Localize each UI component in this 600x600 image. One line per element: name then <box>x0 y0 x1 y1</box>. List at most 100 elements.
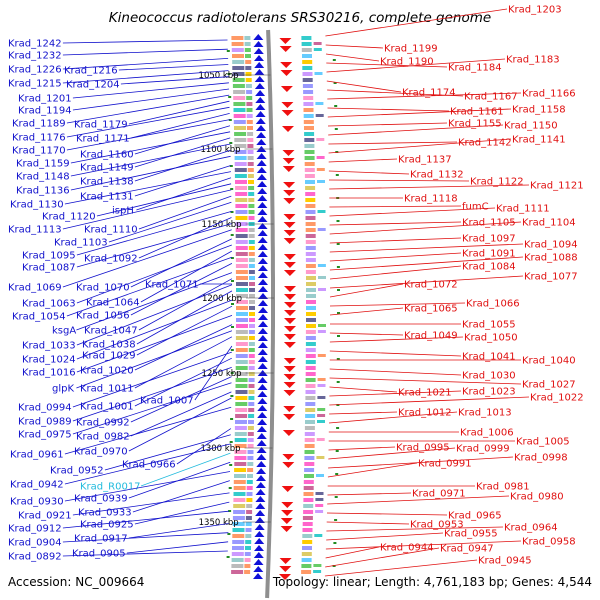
gene-label[interactable]: Krad_1170 <box>12 146 66 157</box>
gene-label[interactable]: Krad_0953 <box>410 520 464 531</box>
gene-label[interactable]: Krad_0892 <box>8 552 62 563</box>
gene-label[interactable]: Krad_1232 <box>8 51 62 62</box>
gene-label[interactable]: Krad_1095 <box>22 251 76 262</box>
gene-label[interactable]: Krad_1138 <box>80 177 134 188</box>
gene-label[interactable]: Krad_1072 <box>404 280 458 291</box>
gene-label[interactable]: Krad_0999 <box>456 444 510 455</box>
gene-label[interactable]: Krad_0944 <box>380 543 434 554</box>
gene-label[interactable]: Krad_1201 <box>18 94 72 105</box>
gene-label[interactable]: Krad_0947 <box>440 544 494 555</box>
gene-label[interactable]: Krad_1137 <box>398 155 452 166</box>
gene-label[interactable]: ispH <box>112 206 134 217</box>
gene-label[interactable]: Krad_0912 <box>8 524 62 535</box>
gene-label[interactable]: Krad_1159 <box>16 159 70 170</box>
gene-label[interactable]: Krad_1148 <box>16 172 70 183</box>
gene-label[interactable]: Krad_0989 <box>18 417 72 428</box>
gene-label[interactable]: Krad_0905 <box>72 549 126 560</box>
gene-label[interactable]: Krad_0998 <box>514 453 568 464</box>
gene-label[interactable]: Krad_1041 <box>462 352 516 363</box>
gene-label[interactable]: Krad_1104 <box>522 218 576 229</box>
gene-label[interactable]: Krad_1033 <box>22 341 76 352</box>
gene-label[interactable]: Krad_1130 <box>10 200 64 211</box>
gene-label[interactable]: Krad_1111 <box>496 204 550 215</box>
gene-label[interactable]: Krad_0921 <box>18 511 72 522</box>
gene-label[interactable]: Krad_1113 <box>8 225 62 236</box>
gene-label[interactable]: Krad_1094 <box>524 240 578 251</box>
gene-label[interactable]: Krad_1023 <box>462 387 516 398</box>
gene-label[interactable]: Krad_1038 <box>82 340 136 351</box>
gene-label[interactable]: Krad_0981 <box>476 482 530 493</box>
gene-label[interactable]: Krad_0995 <box>396 443 450 454</box>
gene-label[interactable]: Krad_1160 <box>80 150 134 161</box>
gene-label[interactable]: Krad_1174 <box>402 88 456 99</box>
gene-label[interactable]: Krad_1006 <box>460 428 514 439</box>
gene-label[interactable]: Krad_1063 <box>22 299 76 310</box>
gene-label[interactable]: Krad_0930 <box>10 497 64 508</box>
rna-gene-label[interactable]: Krad_R0017 <box>80 482 141 493</box>
gene-label[interactable]: Krad_1158 <box>512 105 566 116</box>
gene-label[interactable]: Krad_1054 <box>12 312 66 323</box>
gene-label[interactable]: Krad_1055 <box>462 320 516 331</box>
gene-label[interactable]: Krad_1120 <box>42 212 96 223</box>
gene-label[interactable]: Krad_1161 <box>450 107 504 118</box>
gene-label[interactable]: Krad_1132 <box>410 170 464 181</box>
gene-label[interactable]: Krad_1183 <box>506 55 560 66</box>
gene-label[interactable]: Krad_1215 <box>8 79 62 90</box>
gene-label[interactable]: Krad_0991 <box>418 459 472 470</box>
gene-label[interactable]: Krad_0939 <box>74 494 128 505</box>
gene-label[interactable]: Krad_1142 <box>458 138 512 149</box>
gene-label[interactable]: Krad_1016 <box>22 368 76 379</box>
gene-label[interactable]: Krad_1179 <box>74 120 128 131</box>
gene-label[interactable]: Krad_0945 <box>478 556 532 567</box>
gene-label[interactable]: Krad_1022 <box>530 393 584 404</box>
gene-label[interactable]: Krad_1029 <box>82 351 136 362</box>
gene-label[interactable]: Krad_1024 <box>22 355 76 366</box>
gene-label[interactable]: Krad_1065 <box>404 304 458 315</box>
gene-label[interactable]: Krad_1084 <box>462 262 516 273</box>
gene-label[interactable]: Krad_1005 <box>516 437 570 448</box>
gene-label[interactable]: Krad_1204 <box>66 80 120 91</box>
gene-label[interactable]: Krad_0961 <box>10 450 64 461</box>
gene-label[interactable]: Krad_0965 <box>448 511 502 522</box>
gene-label[interactable]: Krad_1166 <box>522 89 576 100</box>
gene-label[interactable]: Krad_1184 <box>448 63 502 74</box>
gene-label[interactable]: Krad_1149 <box>80 163 134 174</box>
gene-label[interactable]: Krad_1007 <box>140 396 194 407</box>
gene-label[interactable]: Krad_0917 <box>74 534 128 545</box>
gene-label[interactable]: Krad_0904 <box>8 538 62 549</box>
gene-label[interactable]: Krad_0964 <box>504 523 558 534</box>
right-gene-labels[interactable]: Krad_1203 Krad_1199 Krad_1190 Krad_1184 Krad… <box>324 5 584 577</box>
gene-label[interactable]: Krad_1066 <box>466 299 520 310</box>
gene-label[interactable]: Krad_1103 <box>54 238 108 249</box>
gene-label[interactable]: Krad_1088 <box>524 253 578 264</box>
gene-label[interactable]: Krad_1226 <box>8 65 62 76</box>
gene-label[interactable]: Krad_0975 <box>18 430 72 441</box>
gene-label[interactable]: Krad_1012 <box>398 408 452 419</box>
gene-label[interactable]: Krad_0958 <box>522 537 576 548</box>
gene-label[interactable]: Krad_0970 <box>74 447 128 458</box>
gene-label[interactable]: Krad_1050 <box>464 333 518 344</box>
gene-label[interactable]: Krad_1171 <box>76 134 130 145</box>
gene-label[interactable]: Krad_1122 <box>470 177 524 188</box>
gene-label[interactable]: Krad_0966 <box>122 460 176 471</box>
gene-label[interactable]: Krad_1091 <box>462 249 516 260</box>
gene-label[interactable]: Krad_1049 <box>404 331 458 342</box>
gene-label[interactable]: Krad_1118 <box>404 194 458 205</box>
gene-label[interactable]: Krad_1070 <box>76 283 130 294</box>
gene-label[interactable]: Krad_1150 <box>504 121 558 132</box>
gene-label[interactable]: Krad_1001 <box>80 402 134 413</box>
gene-label[interactable]: Krad_1136 <box>16 186 70 197</box>
gene-label[interactable]: Krad_0933 <box>78 508 132 519</box>
gene-label[interactable]: Krad_1176 <box>12 133 66 144</box>
gene-label[interactable]: Krad_1105 <box>462 218 516 229</box>
gene-label[interactable]: Krad_1242 <box>8 39 62 50</box>
gene-label[interactable]: ksgA <box>52 326 76 337</box>
gene-label[interactable]: Krad_1047 <box>84 326 138 337</box>
gene-label[interactable]: Krad_1203 <box>508 5 562 16</box>
gene-label[interactable]: Krad_0955 <box>444 529 498 540</box>
gene-label[interactable]: Krad_1056 <box>76 311 130 322</box>
gene-label[interactable]: Krad_1030 <box>462 371 516 382</box>
gene-label[interactable]: Krad_1189 <box>12 119 66 130</box>
gene-label[interactable]: Krad_0925 <box>80 520 134 531</box>
